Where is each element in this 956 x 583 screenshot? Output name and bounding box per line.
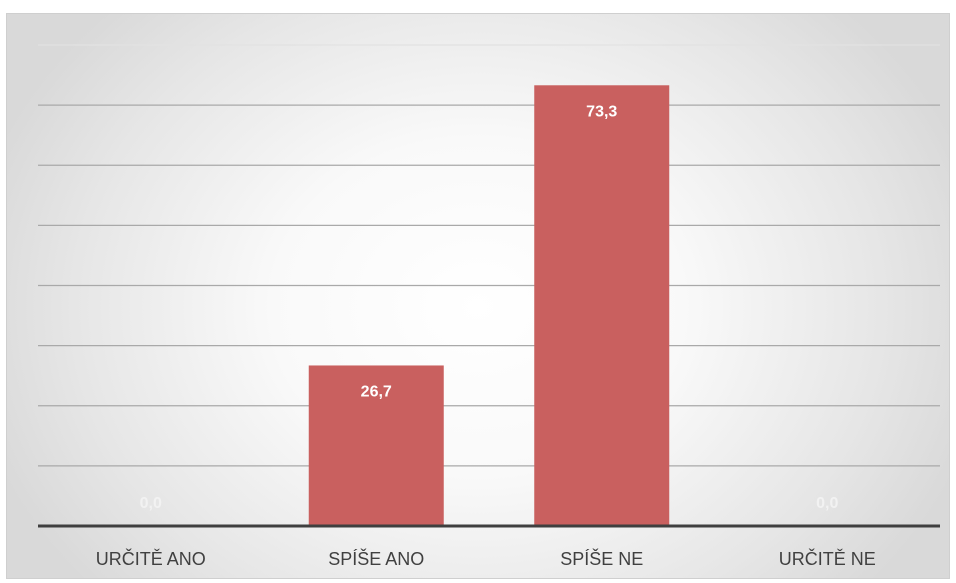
data-label: 73,3 <box>586 103 617 120</box>
bar <box>308 365 444 526</box>
bars <box>308 85 670 526</box>
category-label: SPÍŠE NE <box>560 548 643 569</box>
data-label: 0,0 <box>816 495 838 512</box>
data-label: 0,0 <box>140 495 162 512</box>
chart-area <box>6 13 950 579</box>
category-labels: URČITĚ ANO SPÍŠE ANO SPÍŠE NE URČITĚ NE <box>96 548 876 569</box>
category-label: URČITĚ NE <box>779 548 876 569</box>
category-label: SPÍŠE ANO <box>328 548 424 569</box>
data-label: 26,7 <box>361 383 392 400</box>
category-label: URČITĚ ANO <box>96 548 206 569</box>
bar <box>534 85 670 526</box>
data-labels: 0,0 26,7 73,3 0,0 <box>140 103 839 512</box>
gridlines <box>38 44 940 467</box>
